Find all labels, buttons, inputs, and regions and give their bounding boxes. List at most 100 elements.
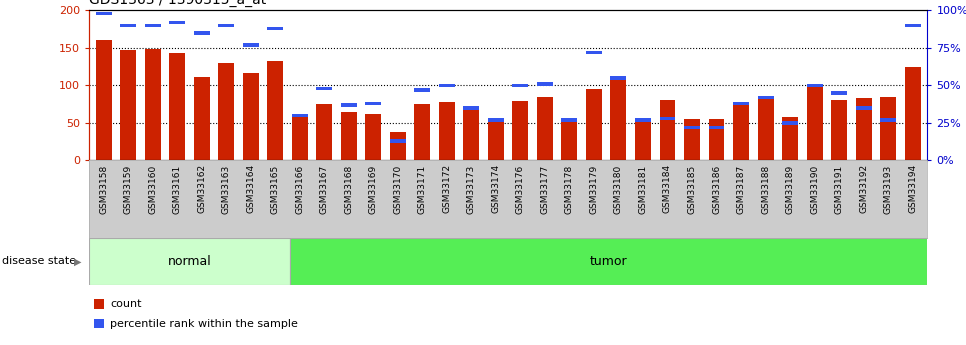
Text: GSM33188: GSM33188: [761, 164, 770, 214]
Bar: [365, 114, 382, 160]
Text: GSM33162: GSM33162: [197, 164, 206, 214]
Bar: [684, 126, 700, 129]
Bar: [120, 50, 136, 160]
Bar: [757, 98, 774, 160]
Bar: [390, 132, 406, 160]
Bar: [96, 12, 111, 15]
Text: GSM33160: GSM33160: [148, 164, 157, 214]
Bar: [268, 27, 283, 30]
Text: GSM33191: GSM33191: [835, 164, 843, 214]
Bar: [290, 238, 927, 285]
Bar: [586, 89, 602, 160]
Text: GSM33179: GSM33179: [589, 164, 598, 214]
Bar: [169, 53, 185, 160]
Bar: [464, 109, 479, 160]
Text: tumor: tumor: [590, 255, 628, 268]
Text: GSM33159: GSM33159: [124, 164, 132, 214]
Bar: [242, 43, 259, 47]
Bar: [880, 118, 896, 121]
Text: GSM33193: GSM33193: [884, 164, 893, 214]
Bar: [268, 61, 283, 160]
Text: GSM33189: GSM33189: [785, 164, 795, 214]
Bar: [733, 102, 749, 105]
Text: GSM33194: GSM33194: [908, 164, 917, 214]
Bar: [733, 104, 749, 160]
Bar: [611, 78, 626, 160]
Text: GSM33165: GSM33165: [270, 164, 280, 214]
Bar: [905, 24, 921, 27]
Text: GSM33164: GSM33164: [246, 164, 255, 214]
Bar: [708, 126, 724, 129]
Text: GSM33190: GSM33190: [810, 164, 819, 214]
Bar: [512, 84, 528, 87]
Bar: [464, 106, 479, 110]
Bar: [660, 100, 675, 160]
Bar: [414, 88, 430, 91]
Bar: [807, 84, 823, 87]
Bar: [856, 98, 871, 160]
Text: GDS1363 / 1390315_a_at: GDS1363 / 1390315_a_at: [89, 0, 266, 7]
Text: GSM33187: GSM33187: [736, 164, 746, 214]
Bar: [856, 106, 871, 110]
Bar: [684, 119, 700, 160]
Bar: [96, 40, 111, 160]
Text: disease state: disease state: [2, 256, 76, 266]
Text: GSM33170: GSM33170: [393, 164, 402, 214]
Bar: [537, 97, 553, 160]
Bar: [537, 82, 553, 86]
Bar: [145, 49, 160, 160]
Bar: [193, 77, 210, 160]
Text: normal: normal: [167, 255, 212, 268]
Bar: [757, 96, 774, 99]
Bar: [292, 114, 308, 117]
Bar: [169, 21, 185, 24]
Text: GSM33172: GSM33172: [442, 164, 451, 214]
Bar: [390, 139, 406, 142]
Bar: [316, 87, 332, 90]
Bar: [561, 118, 578, 160]
Bar: [145, 24, 160, 27]
Bar: [292, 115, 308, 160]
Text: GSM33192: GSM33192: [859, 164, 868, 214]
Bar: [512, 101, 528, 160]
Bar: [120, 24, 136, 27]
Text: GSM33185: GSM33185: [688, 164, 696, 214]
Bar: [242, 73, 259, 160]
Bar: [660, 117, 675, 120]
Bar: [365, 102, 382, 105]
Bar: [488, 119, 504, 160]
Bar: [611, 76, 626, 80]
Bar: [880, 97, 896, 160]
Text: GSM33176: GSM33176: [516, 164, 525, 214]
Text: GSM33161: GSM33161: [173, 164, 182, 214]
Bar: [218, 24, 234, 27]
Text: GSM33186: GSM33186: [712, 164, 721, 214]
Bar: [782, 121, 798, 125]
Bar: [782, 117, 798, 160]
Text: GSM33177: GSM33177: [540, 164, 550, 214]
Text: GSM33181: GSM33181: [639, 164, 647, 214]
Text: percentile rank within the sample: percentile rank within the sample: [110, 319, 298, 328]
Text: GSM33163: GSM33163: [221, 164, 231, 214]
Bar: [89, 238, 290, 285]
Text: GSM33168: GSM33168: [344, 164, 354, 214]
Text: GSM33167: GSM33167: [320, 164, 328, 214]
Bar: [439, 84, 455, 87]
Text: GSM33173: GSM33173: [467, 164, 476, 214]
Text: ▶: ▶: [74, 256, 82, 266]
Bar: [586, 51, 602, 54]
Bar: [414, 104, 430, 160]
Bar: [488, 118, 504, 121]
Text: GSM33158: GSM33158: [99, 164, 108, 214]
Text: GSM33180: GSM33180: [614, 164, 623, 214]
Bar: [831, 100, 847, 160]
Bar: [905, 67, 921, 160]
Bar: [341, 112, 356, 160]
Bar: [635, 121, 651, 160]
Bar: [807, 87, 823, 160]
Bar: [218, 63, 234, 160]
Text: GSM33171: GSM33171: [418, 164, 427, 214]
Text: GSM33166: GSM33166: [296, 164, 304, 214]
Bar: [193, 31, 210, 34]
Bar: [831, 91, 847, 95]
